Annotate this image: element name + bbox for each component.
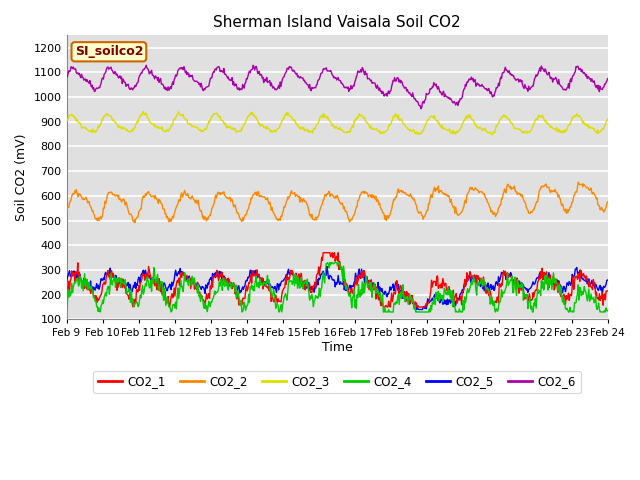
X-axis label: Time: Time: [322, 341, 353, 354]
Text: SI_soilco2: SI_soilco2: [75, 45, 143, 58]
Title: Sherman Island Vaisala Soil CO2: Sherman Island Vaisala Soil CO2: [213, 15, 461, 30]
Legend: CO2_1, CO2_2, CO2_3, CO2_4, CO2_5, CO2_6: CO2_1, CO2_2, CO2_3, CO2_4, CO2_5, CO2_6: [93, 371, 580, 393]
Y-axis label: Soil CO2 (mV): Soil CO2 (mV): [15, 133, 28, 221]
